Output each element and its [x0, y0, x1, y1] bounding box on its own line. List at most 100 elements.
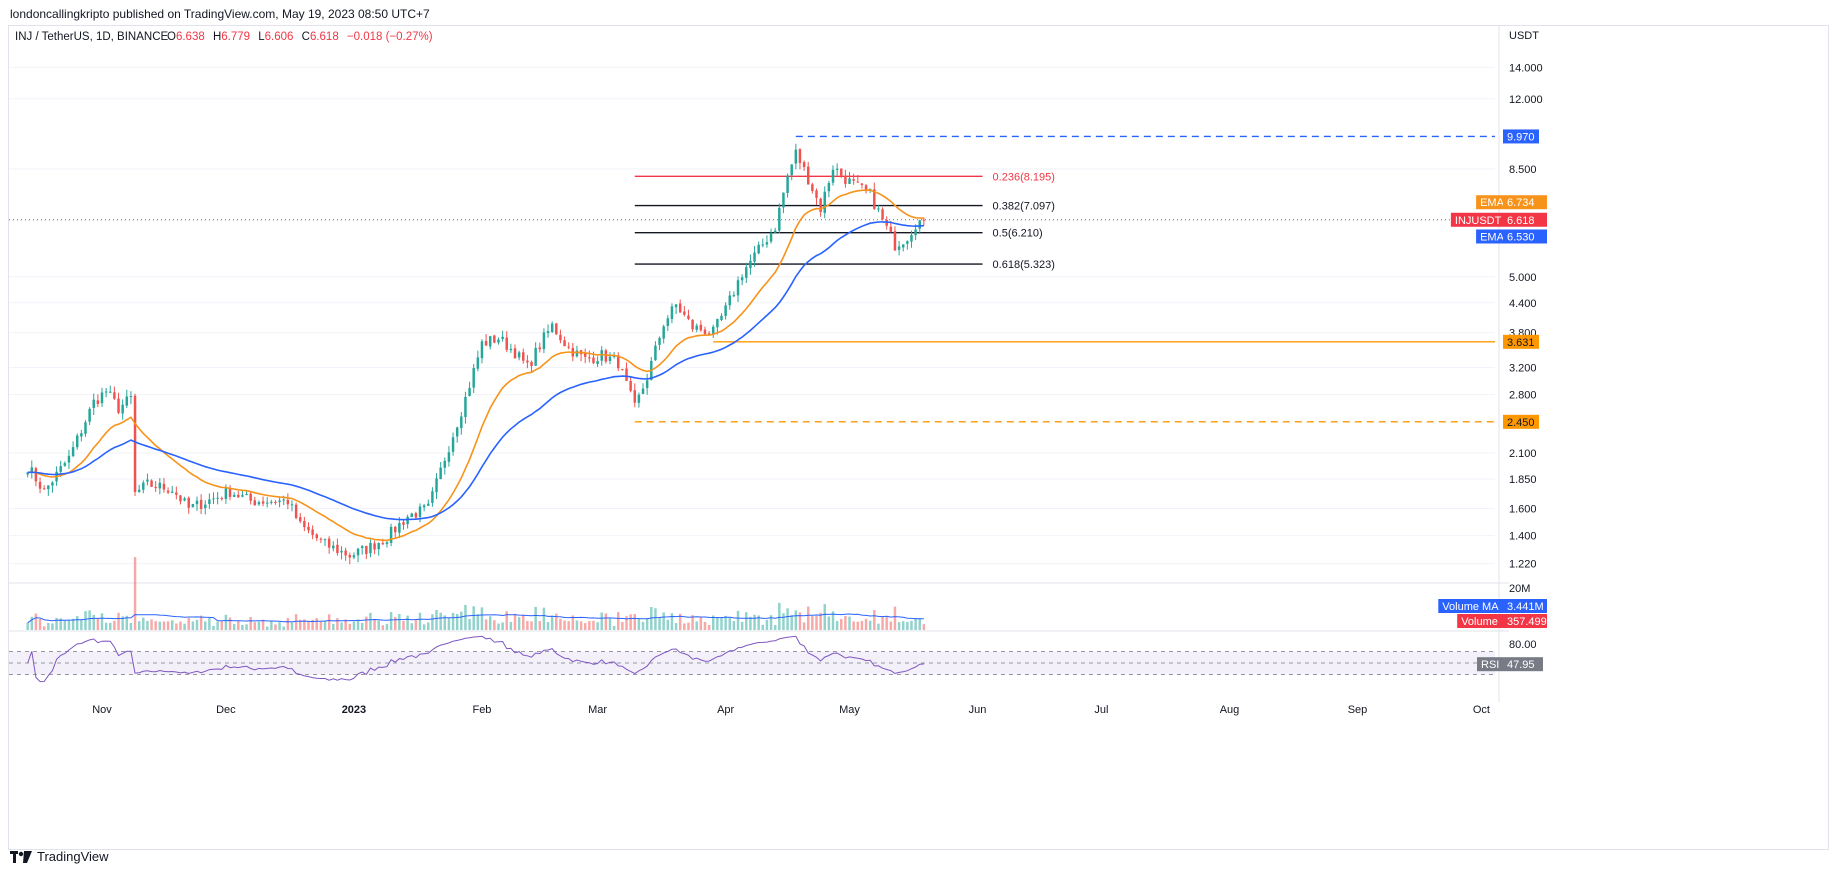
- candle-body: [583, 353, 587, 357]
- candle-body: [373, 543, 376, 550]
- rsi-value: 47.95: [1507, 659, 1535, 671]
- candle-body: [844, 175, 847, 184]
- volume-bar: [885, 616, 888, 630]
- volume-bar: [852, 621, 855, 630]
- candle-body: [674, 304, 678, 308]
- volume-bar: [261, 619, 265, 630]
- candle-body: [204, 504, 207, 509]
- volume-bar: [117, 612, 120, 630]
- candle-body: [786, 175, 789, 193]
- price-label-name-bg: [1450, 212, 1503, 227]
- price-label-value: 6.618: [1507, 215, 1535, 227]
- volume-bar: [761, 624, 765, 630]
- price-label-name-bg: [1476, 229, 1503, 244]
- candle-body: [80, 433, 83, 437]
- candle-body: [835, 168, 839, 170]
- ema-line: [27, 189, 924, 542]
- candle-body: [439, 467, 442, 480]
- volume-bar: [418, 612, 422, 630]
- volume-bar: [555, 613, 558, 630]
- candle-body: [683, 311, 686, 315]
- candle-body: [100, 392, 104, 404]
- candle-body: [117, 398, 120, 413]
- volume-bar: [625, 616, 628, 630]
- volume-bar: [299, 619, 302, 630]
- candle-body: [509, 348, 513, 351]
- volume-bar: [637, 618, 641, 630]
- rsi-line: [27, 635, 924, 683]
- candle-body: [183, 498, 186, 501]
- candle-body: [555, 323, 558, 335]
- volume-bar: [794, 610, 798, 630]
- y-tick-label: 3.200: [1509, 363, 1537, 375]
- volume-bar: [307, 620, 310, 630]
- volume-bar: [109, 622, 112, 630]
- candle-body: [707, 333, 711, 335]
- y-axis-unit: USDT: [1509, 30, 1539, 42]
- volume-bar: [460, 611, 463, 630]
- candle-body: [612, 355, 616, 357]
- x-tick-label: Apr: [717, 704, 734, 716]
- rsi-tick-label: 80.00: [1509, 639, 1537, 651]
- ohlc-legend: INJ / TetherUS, 1D, BINANCE O6.638 H6.77…: [15, 31, 433, 43]
- tradingview-footer[interactable]: TradingView: [10, 849, 109, 864]
- candle-body: [369, 542, 372, 554]
- volume-bar: [745, 612, 748, 630]
- price-label-name: INJUSDT: [1455, 215, 1502, 227]
- candle-body: [546, 331, 550, 334]
- volume-bar: [270, 620, 273, 630]
- volume-bar: [427, 622, 430, 630]
- volume-bar: [30, 616, 34, 630]
- volume-bar: [501, 622, 504, 630]
- candle-body: [769, 233, 773, 242]
- volume-bar: [617, 612, 620, 630]
- volume-bar: [575, 620, 579, 630]
- candle-body: [497, 339, 500, 343]
- candle-body: [695, 325, 698, 330]
- volume-bar: [455, 614, 459, 630]
- volume-bar: [831, 611, 835, 630]
- candle-body: [365, 546, 368, 554]
- candle-body: [356, 548, 360, 556]
- volume-label-name-bg: [1438, 599, 1503, 613]
- candle-body: [381, 543, 385, 545]
- volume-bar: [402, 620, 405, 630]
- candle-body: [889, 226, 893, 232]
- candle-body: [633, 390, 637, 403]
- volume-bar: [377, 620, 380, 630]
- candle-body: [901, 244, 905, 248]
- volume-bar: [410, 623, 413, 630]
- candle-body: [220, 498, 224, 500]
- high-label: H: [213, 31, 221, 43]
- candle-body: [790, 164, 793, 176]
- candle-body: [270, 501, 273, 503]
- volume-bar: [92, 614, 95, 630]
- volume-bar: [592, 620, 595, 630]
- candle-body: [286, 499, 290, 505]
- volume-bar: [621, 622, 624, 630]
- volume-bar: [600, 612, 603, 630]
- price-label-name-bg: [1476, 195, 1503, 210]
- volume-bar: [249, 617, 252, 630]
- volume-bar: [166, 621, 170, 630]
- volume-bar: [311, 619, 314, 630]
- candle-body: [38, 481, 42, 489]
- candle-body: [311, 529, 314, 535]
- volume-label-value: 357.499K: [1507, 616, 1555, 628]
- symbol-label: INJ / TetherUS, 1D, BINANCE: [15, 31, 168, 43]
- candle-body: [666, 318, 670, 326]
- volume-bar: [381, 625, 385, 630]
- candle-body: [811, 184, 814, 192]
- chart-canvas[interactable]: 0.236(8.195) 0.382(7.097) 0.5(6.210) 0.618(…: [9, 26, 1828, 849]
- candle-body: [522, 352, 525, 361]
- candle-body: [910, 235, 913, 242]
- chart-frame[interactable]: 0.236(8.195) 0.382(7.097) 0.5(6.210) 0.618(…: [8, 25, 1829, 850]
- candle-body: [443, 460, 447, 468]
- fib-level-label: 0.618(5.323): [993, 259, 1055, 271]
- candle-body: [261, 501, 265, 504]
- candle-body: [534, 347, 537, 366]
- tradingview-brand: TradingView: [37, 849, 109, 864]
- volume-bar: [550, 615, 554, 630]
- volume-bar: [224, 614, 228, 630]
- level-price-tag: 3.631: [1507, 337, 1535, 349]
